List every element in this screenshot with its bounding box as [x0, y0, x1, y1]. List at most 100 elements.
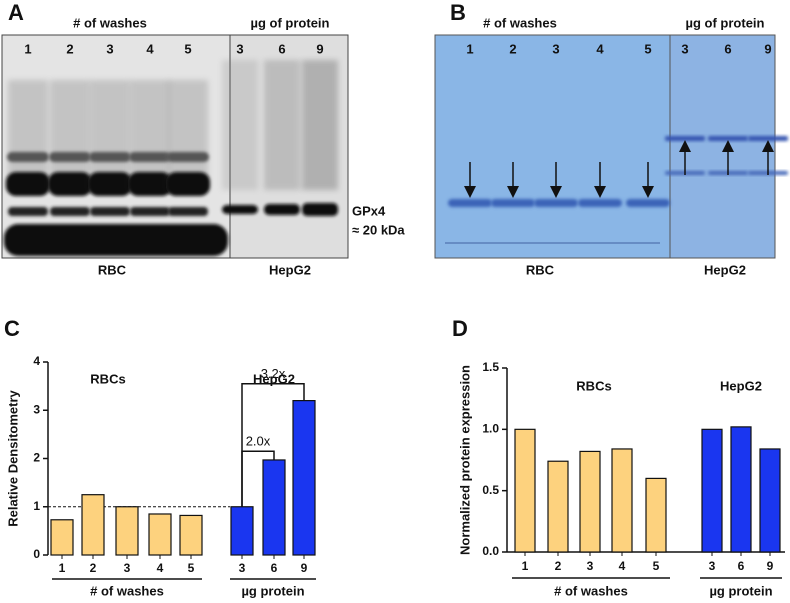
bar — [514, 428, 536, 553]
x-tick-label: 9 — [767, 559, 774, 573]
group-title: RBCs — [90, 371, 125, 386]
footer-left: RBC — [526, 262, 555, 277]
band — [128, 172, 172, 196]
x-tick-label: 3 — [239, 561, 246, 575]
band — [748, 136, 788, 141]
marker-label: GPx4 — [352, 203, 386, 218]
header-left: # of washes — [483, 15, 557, 30]
x-tick-label: 1 — [522, 559, 529, 573]
y-tick-label: 2 — [33, 451, 40, 465]
bar — [81, 494, 105, 556]
band — [8, 207, 48, 216]
lane-label: 1 — [466, 41, 473, 56]
band — [167, 152, 209, 162]
x-tick-label: 6 — [738, 559, 745, 573]
bar — [611, 448, 633, 553]
bar — [179, 514, 203, 556]
bar — [148, 513, 172, 556]
band — [264, 204, 300, 215]
x-tick-label: 2 — [90, 561, 97, 575]
y-tick-label: 0 — [33, 547, 40, 561]
x-tick-label: 4 — [619, 559, 626, 573]
x-tick-label: 5 — [188, 561, 195, 575]
band — [4, 224, 228, 256]
y-tick-label: 1.5 — [482, 360, 499, 374]
band — [50, 207, 90, 216]
footer-right: HepG2 — [704, 262, 746, 277]
panel-label: C — [4, 316, 20, 341]
band — [88, 172, 132, 196]
band — [302, 203, 338, 216]
band — [129, 152, 171, 162]
y-tick-label: 0.0 — [482, 544, 499, 558]
band — [89, 152, 131, 162]
bar — [292, 400, 316, 556]
x-tick-label: 4 — [157, 561, 164, 575]
band — [448, 199, 492, 207]
lane-label: 4 — [596, 41, 604, 56]
lane-label: 6 — [278, 41, 285, 56]
group-title: HepG2 — [253, 371, 295, 386]
y-tick-label: 0.5 — [482, 483, 499, 497]
bar — [262, 459, 286, 556]
lane-label: 3 — [681, 41, 688, 56]
band — [168, 207, 208, 216]
y-axis-label: Relative Densitometry — [5, 389, 20, 526]
band — [708, 136, 748, 141]
group-axis-label: µg protein — [241, 583, 304, 598]
lane-label: 3 — [106, 41, 113, 56]
lane-label: 3 — [236, 41, 243, 56]
lane-label: 1 — [24, 41, 31, 56]
lane-label: 9 — [764, 41, 771, 56]
smear — [264, 60, 300, 190]
band — [49, 152, 91, 162]
group-title: HepG2 — [720, 378, 762, 393]
band — [6, 172, 50, 196]
y-tick-label: 1 — [33, 499, 40, 513]
bar — [547, 460, 569, 553]
annotation: 3.2x — [261, 366, 286, 381]
bracket — [241, 382, 305, 507]
smear — [50, 80, 90, 190]
x-tick-label: 1 — [59, 561, 66, 575]
x-tick-label: 3 — [124, 561, 131, 575]
panel-label: A — [8, 0, 24, 25]
x-tick-label: 3 — [709, 559, 716, 573]
band — [534, 199, 578, 207]
band — [626, 199, 670, 207]
lane-label: 5 — [644, 41, 651, 56]
smear — [222, 60, 258, 190]
smear — [90, 80, 130, 190]
smear — [130, 80, 170, 190]
bar — [730, 426, 752, 553]
bar — [50, 519, 74, 556]
y-axis-label: Normalized protein expression — [457, 365, 472, 555]
lane-label: 2 — [66, 41, 73, 56]
band — [222, 205, 258, 214]
smear — [302, 60, 338, 190]
header-right: µg of protein — [686, 15, 765, 30]
footer-left: RBC — [98, 262, 127, 277]
band — [491, 199, 535, 207]
lane-label: 2 — [509, 41, 516, 56]
bar — [579, 450, 601, 553]
bar — [759, 448, 781, 553]
band — [90, 207, 130, 216]
y-tick-label: 3 — [33, 402, 40, 416]
y-tick-label: 4 — [33, 354, 40, 368]
header-left: # of washes — [73, 15, 147, 30]
x-tick-label: 6 — [271, 561, 278, 575]
footer-right: HepG2 — [269, 262, 311, 277]
smear — [168, 80, 208, 190]
group-axis-label: # of washes — [90, 583, 164, 598]
bar — [115, 506, 139, 556]
panel-label: B — [450, 0, 466, 25]
band — [48, 172, 92, 196]
band — [665, 136, 705, 141]
group-axis-label: µg protein — [709, 583, 772, 598]
x-tick-label: 2 — [555, 559, 562, 573]
marker-label: ≈ 20 kDa — [352, 222, 405, 237]
lane-label: 6 — [724, 41, 731, 56]
